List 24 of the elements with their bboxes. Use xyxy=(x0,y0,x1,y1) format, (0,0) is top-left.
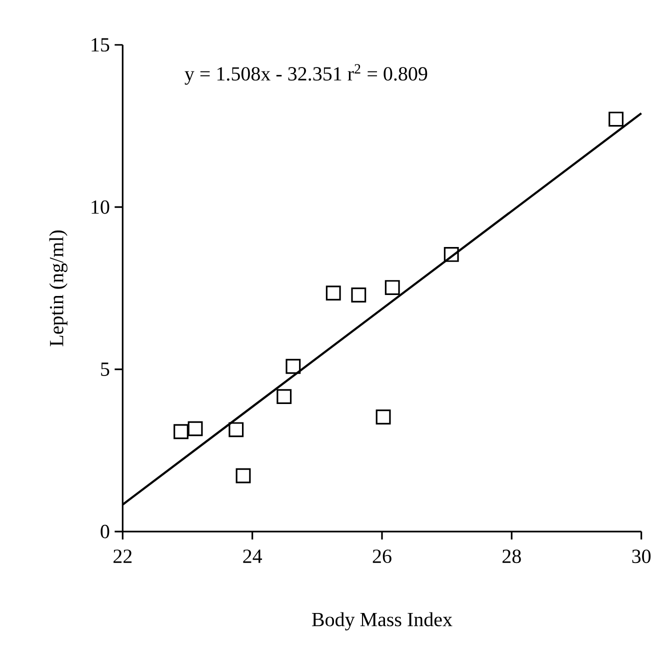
x-axis-title: Body Mass Index xyxy=(312,612,452,630)
x-tick-label: 28 xyxy=(502,550,521,564)
annotation: y = 1.508x - 32.351 r$^{2}$ = 0.809 xyxy=(184,64,428,85)
point xyxy=(326,286,341,301)
point xyxy=(444,246,459,262)
point xyxy=(376,410,391,424)
y-tick-label: 15 xyxy=(92,38,110,52)
point xyxy=(384,280,400,296)
x-tick-label: 24 xyxy=(243,550,262,563)
y-tick-label: 0 xyxy=(100,524,110,538)
y-tick-label: 5 xyxy=(101,362,110,376)
y-tick-label: 10 xyxy=(92,200,110,214)
point xyxy=(174,424,188,440)
point xyxy=(276,389,292,404)
x-tick-label: 26 xyxy=(372,550,392,564)
point xyxy=(188,421,203,436)
point xyxy=(351,288,366,302)
x-tick-label: 30 xyxy=(632,550,651,564)
point xyxy=(286,358,301,374)
point xyxy=(608,112,624,127)
x-tick-label: 22 xyxy=(114,550,132,563)
point xyxy=(228,422,244,438)
point xyxy=(236,468,251,484)
y-axis-title: Leptin (ng/ml) xyxy=(49,230,68,346)
